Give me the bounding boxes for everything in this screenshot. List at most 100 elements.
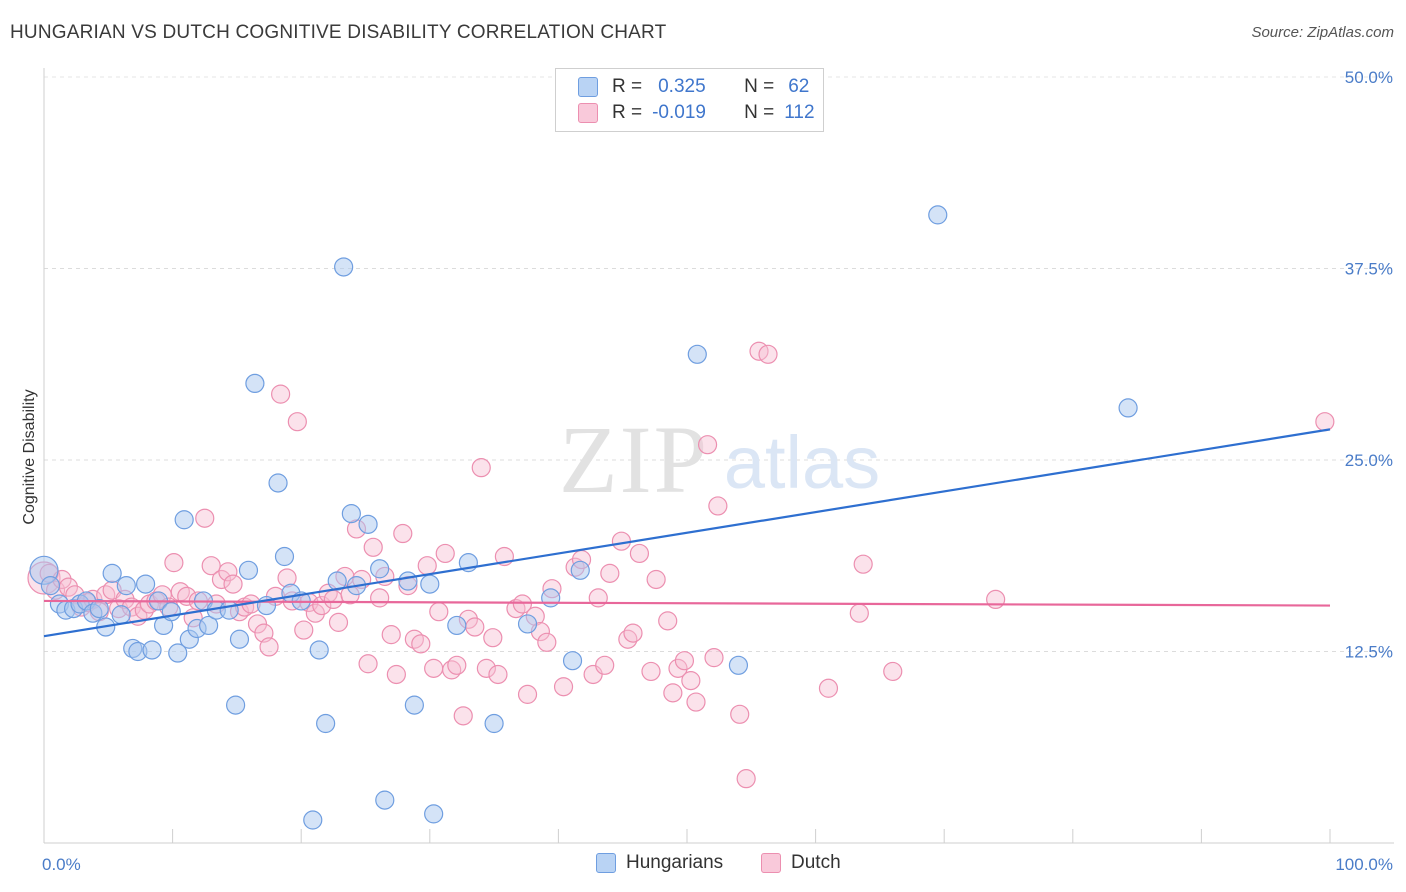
hungarian-point — [398, 571, 418, 591]
hungarian-point — [303, 810, 323, 830]
dutch-point — [447, 655, 467, 675]
hungarian-point — [484, 713, 504, 734]
dutch-legend-label: Dutch — [791, 852, 841, 873]
dutch-point — [471, 458, 491, 478]
dutch-point — [164, 553, 184, 573]
dutch-n-value: 112 — [784, 102, 815, 123]
hungarian-point — [102, 563, 122, 583]
n-label: N = — [744, 76, 775, 97]
watermark-zip: ZIP — [559, 406, 709, 513]
dutch-point — [818, 678, 839, 698]
dutch-point — [287, 412, 307, 432]
hungarians-legend-label: Hungarians — [626, 852, 724, 873]
n-label: N = — [744, 102, 775, 123]
hungarian-point — [161, 602, 181, 622]
dutch-point — [663, 683, 683, 703]
hungarian-point — [370, 559, 390, 579]
axes — [43, 68, 1394, 844]
hungarian-point — [168, 643, 188, 663]
hungarian-point — [116, 576, 136, 596]
dutch-point — [483, 628, 503, 648]
hungarian-point — [309, 640, 329, 660]
hungarian-point — [40, 576, 61, 596]
dutch-point — [730, 704, 750, 724]
dutch-point — [411, 634, 431, 654]
dutch-point — [537, 632, 557, 652]
y-tick-label: 37.5% — [1345, 260, 1393, 279]
legend-row-dutch: R = -0.019 N = 112 — [578, 101, 815, 125]
dutch-point — [517, 684, 538, 704]
dutch-point — [853, 554, 873, 574]
dutch-legend-swatch — [761, 853, 781, 873]
hungarian-point — [334, 257, 354, 277]
dutch-point — [986, 589, 1006, 610]
dutch-point — [681, 671, 701, 691]
hungarian-point — [447, 615, 467, 636]
hungarians-swatch — [578, 77, 598, 97]
dutch-point — [553, 677, 574, 697]
dutch-point — [708, 496, 728, 516]
dutch-point — [453, 706, 473, 726]
hungarian-point — [424, 804, 444, 824]
hungarian-point — [245, 373, 265, 393]
hungarian-point — [687, 344, 707, 364]
dutch-point — [674, 651, 695, 671]
hungarian-point — [142, 640, 162, 660]
hungarian-point — [226, 695, 246, 715]
dutch-point — [704, 648, 724, 668]
hungarian-trend-line — [43, 428, 1331, 638]
dutch-point — [736, 769, 756, 789]
dutch-point — [883, 661, 903, 682]
dutch-point — [465, 617, 485, 637]
hungarian-point — [420, 574, 440, 594]
hungarian-point — [541, 588, 561, 608]
r-label: R = — [612, 76, 643, 97]
hungarian-point — [229, 629, 250, 649]
hungarian-point — [570, 560, 590, 580]
legend-row-hungarians: R = 0.325 N = 62 — [578, 75, 809, 99]
tick-labels: 12.5% 25.0% 37.5% 50.0% 0.0% 100.0% — [42, 68, 1393, 874]
x-tick-label: 100.0% — [1335, 855, 1393, 874]
hungarians-legend-swatch — [596, 853, 616, 873]
dutch-point — [629, 543, 650, 564]
dutch-point — [600, 563, 620, 583]
y-tick-label: 25.0% — [1345, 451, 1393, 470]
trend-lines — [43, 428, 1331, 638]
dutch-point — [328, 612, 349, 632]
dutch-point — [849, 603, 869, 623]
y-axis-label: Cognitive Disability — [21, 389, 38, 524]
dutch-point — [588, 588, 608, 608]
dutch-swatch — [578, 103, 598, 123]
dutch-point — [618, 629, 638, 649]
x-tick-label: 0.0% — [42, 855, 81, 874]
hungarian-point — [135, 574, 156, 594]
source-note: Source: ZipAtlas.com — [1251, 24, 1394, 41]
dutch-point — [686, 692, 706, 712]
hungarian-point — [358, 514, 378, 534]
dutch-point — [381, 625, 401, 645]
r-label: R = — [612, 102, 643, 123]
dutch-point — [668, 658, 688, 678]
dutch-point — [488, 664, 508, 685]
dutch-point — [623, 623, 643, 643]
hungarian-point — [404, 695, 424, 715]
dutch-point — [386, 664, 406, 685]
legend-item-dutch: Dutch — [761, 852, 841, 874]
hungarian-point — [274, 546, 295, 567]
y-tick-label: 12.5% — [1345, 643, 1393, 662]
hungarian-point — [199, 615, 219, 636]
correlation-legend: R = 0.325 N = 62 R = -0.019 N = 112 — [555, 68, 824, 132]
dutch-point — [195, 508, 215, 528]
dutch-point — [697, 435, 718, 455]
hungarian-point — [375, 790, 395, 810]
chart-title: HUNGARIAN VS DUTCH COGNITIVE DISABILITY … — [10, 22, 667, 43]
dutch-point — [323, 589, 343, 610]
dutch-point — [201, 556, 221, 576]
dutch-point — [512, 594, 532, 614]
dutch-point — [363, 537, 383, 557]
hungarian-points — [29, 205, 1138, 830]
hungarians-n-value: 62 — [788, 76, 810, 97]
dutch-point — [1315, 412, 1335, 432]
dutch-point — [758, 344, 778, 364]
